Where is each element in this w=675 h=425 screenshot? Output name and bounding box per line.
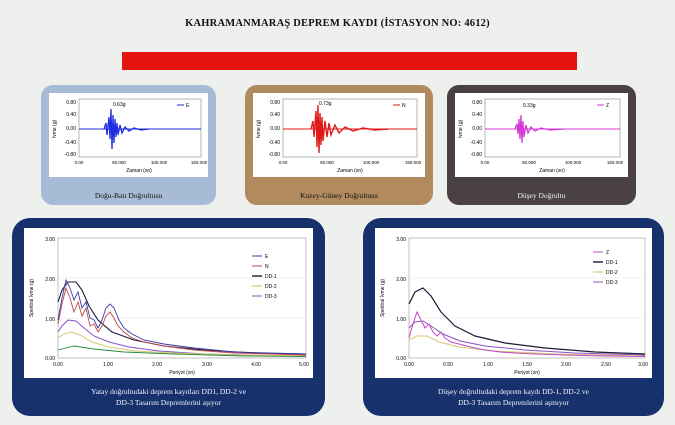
ew-ytick: -0.80 [65,152,77,158]
ns-xtick: 50.000 [320,160,334,165]
ew-xlabel: Zaman (sn) [126,168,152,174]
z-ytick: -0.80 [471,152,483,158]
v-legend-item: DD-1 [606,260,618,266]
horizontal-spectra-chart: 3.00 2.00 1.00 0.00 0.00 1.00 2.00 3.00 … [24,228,313,378]
h-xtick: 5.00 [299,362,309,368]
ns-ytick: 0.40 [270,112,280,118]
vertical-caption-line1: Düşey doğrultudaki deprem kaydı DD-1, DD… [363,386,664,397]
panel-vertical: 0.80 0.40 0.00 -0.40 -0.80 0.00 50.000 1… [447,85,636,205]
ns-xtick: 0.00 [279,160,288,165]
h-legend-item: DD-2 [265,284,277,290]
h-legend-item: DD-3 [265,294,277,300]
z-ytick: 0.00 [472,126,482,132]
ew-accelerogram: 0.80 0.40 0.00 -0.40 -0.80 0.00 50.000 1… [49,93,208,177]
ew-xtick: 50.000 [112,160,126,165]
h-xtick: 0.00 [53,362,63,368]
z-xtick: 150.000 [607,160,624,165]
h-xtick: 3.00 [202,362,212,368]
v-xtick: 3.00 [638,362,648,368]
ew-peak-label: 0.63g [113,102,126,108]
v-xtick: 2.50 [601,362,611,368]
horizontal-caption-line1: Yatay doğrultudaki deprem kayıtları DD1,… [12,386,325,397]
ns-peak-label: 0.73g [319,101,332,107]
page-title: KAHRAMANMARAŞ DEPREM KAYDI (İSTASYON NO:… [0,18,675,29]
vertical-caption-line2: DD-3 Tasarım Depremlerini aşmıyor [363,397,664,408]
v-xtick: 0.50 [443,362,453,368]
h-xtick: 1.00 [103,362,113,368]
ns-ytick: 0.80 [270,100,280,106]
v-xtick: 1.00 [483,362,493,368]
z-xlabel: Zaman (sn) [539,168,565,174]
ew-ylabel: İvme (g) [51,120,58,139]
z-legend: Z [606,103,609,109]
h-ytick: 2.00 [45,277,55,283]
panel-north-south: 0.80 0.40 0.00 -0.40 -0.80 0.00 50.000 1… [245,85,433,205]
z-accelerogram: 0.80 0.40 0.00 -0.40 -0.80 0.00 50.000 1… [455,93,628,177]
z-xtick: 0.00 [481,160,490,165]
z-ylabel: İvme (g) [457,120,464,139]
ns-xlabel: Zaman (sn) [337,168,363,174]
ew-ytick: 0.00 [66,126,76,132]
ns-ytick: -0.80 [269,152,281,158]
z-ytick: -0.40 [471,140,483,146]
vertical-spectra-chart: 3.00 2.00 1.00 0.00 0.00 0.50 1.00 1.50 … [375,228,652,378]
ew-xtick: 100.000 [151,160,168,165]
v-xtick: 2.00 [561,362,571,368]
z-ytick: 0.80 [472,100,482,106]
ew-caption: Doğu-Batı Doğrultusu [41,191,216,200]
v-xtick: 1.50 [522,362,532,368]
ns-legend: N [402,103,406,109]
h-legend-item: DD-1 [265,274,277,280]
z-xtick: 100.000 [565,160,582,165]
z-xtick: 50.000 [522,160,536,165]
v-xlabel: Periyot (sn) [514,370,540,376]
v-legend-item: DD-3 [606,280,618,286]
subtitle-banner [122,52,577,70]
ns-xtick: 100.000 [363,160,380,165]
horizontal-caption-line2: DD-3 Tasarım Depremlerini aşıyor [12,397,325,408]
ew-xtick: 0.00 [75,160,84,165]
ns-accelerogram: 0.80 0.40 0.00 -0.40 -0.80 0.00 50.000 1… [253,93,425,177]
z-peak-label: 0.33g [523,103,536,109]
ew-xtick: 150.000 [191,160,208,165]
v-xtick: 0.00 [404,362,414,368]
ns-xtick: 150.000 [405,160,422,165]
ew-ytick: -0.40 [65,140,77,146]
ns-ytick: -0.40 [269,140,281,146]
v-ytick: 2.00 [396,277,406,283]
ew-ytick: 0.40 [66,112,76,118]
panel-horizontal-spectra: 3.00 2.00 1.00 0.00 0.00 1.00 2.00 3.00 … [12,218,325,416]
z-caption: Düşey Doğrultu [447,191,636,200]
v-ytick: 3.00 [396,237,406,243]
h-xtick: 4.00 [251,362,261,368]
horizontal-spectra-caption: Yatay doğrultudaki deprem kayıtları DD1,… [12,386,325,408]
vertical-spectra-caption: Düşey doğrultudaki deprem kaydı DD-1, DD… [363,386,664,408]
v-ylabel: Spektral İvme (g) [379,279,386,317]
v-ytick: 1.00 [396,317,406,323]
h-ytick: 3.00 [45,237,55,243]
ns-ylabel: İvme (g) [255,120,262,139]
ns-caption: Kuzey-Güney Doğrultusu [245,191,433,200]
h-legend-item: N [265,264,269,270]
ns-ytick: 0.00 [270,126,280,132]
panel-east-west: 0.80 0.40 0.00 -0.40 -0.80 0.00 50.000 1… [41,85,216,205]
z-ytick: 0.40 [472,112,482,118]
v-legend-item: DD-2 [606,270,618,276]
h-ylabel: Spektral İvme (g) [28,279,35,317]
h-ytick: 1.00 [45,317,55,323]
ew-ytick: 0.80 [66,100,76,106]
h-xtick: 2.00 [152,362,162,368]
h-xlabel: Periyot (sn) [169,370,195,376]
v-legend-item: Z [606,250,609,256]
panel-vertical-spectra: 3.00 2.00 1.00 0.00 0.00 0.50 1.00 1.50 … [363,218,664,416]
